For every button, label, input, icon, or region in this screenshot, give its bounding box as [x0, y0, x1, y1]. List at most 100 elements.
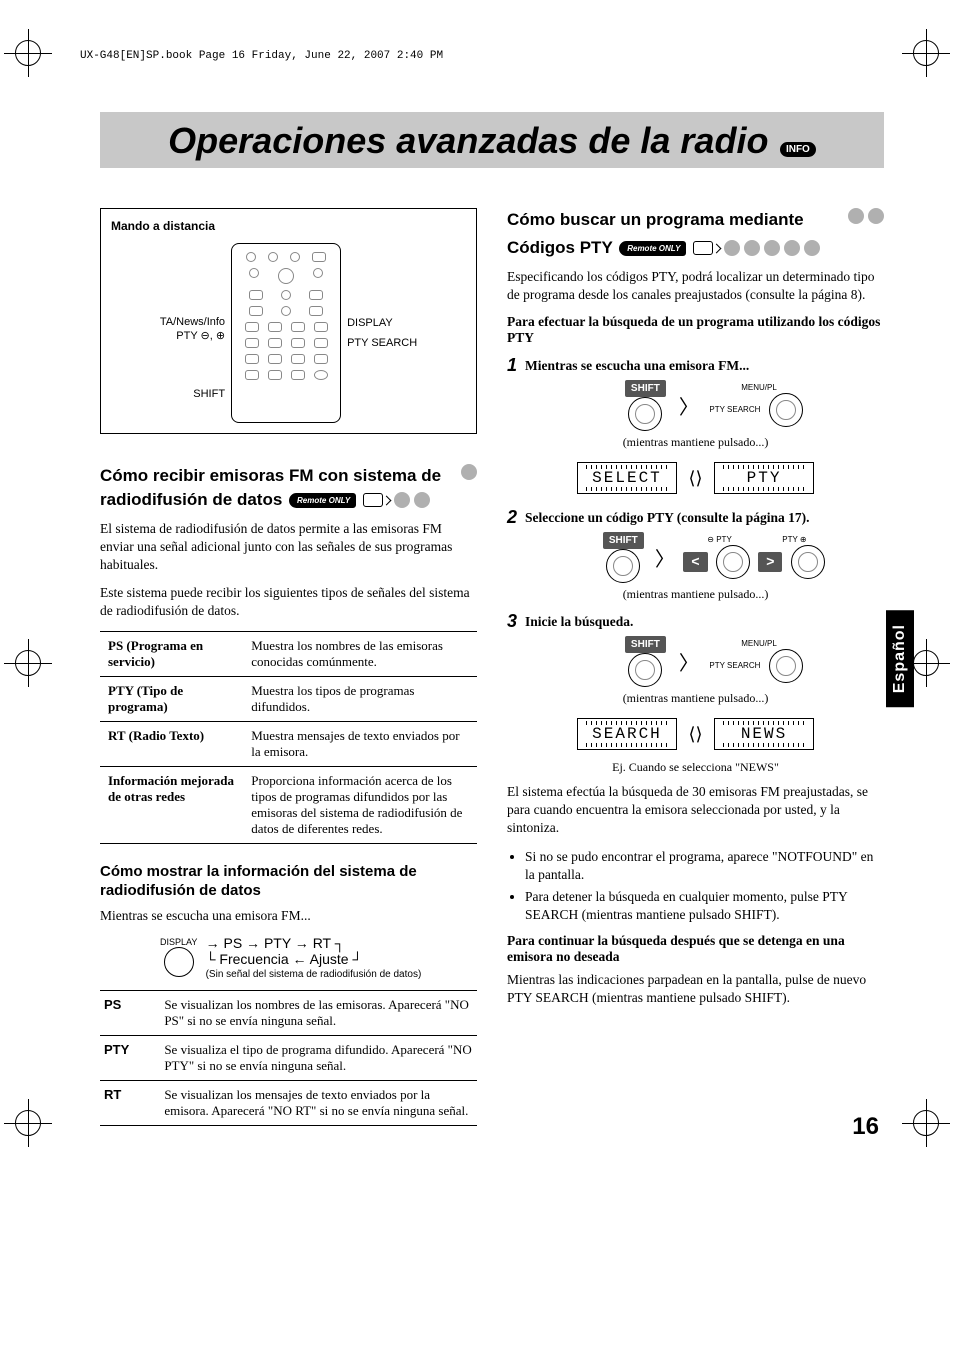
shift-knob-icon: [606, 549, 640, 583]
remote-label-display: DISPLAY: [347, 316, 417, 330]
menu-pl-label: MENU/PL: [741, 639, 777, 648]
right-column: Cómo buscar un programa mediante Códigos…: [507, 208, 884, 1126]
step2-diagram: SHIFT 〉 ⊖ PTY < PTY ⊕ >: [547, 532, 884, 583]
remote-box-title: Mando a distancia: [111, 219, 466, 233]
menu-pl-label: MENU/PL: [741, 383, 777, 392]
table-desc: Muestra los tipos de programas difundido…: [243, 676, 477, 721]
table-desc: Muestra mensajes de texto enviados por l…: [243, 721, 477, 766]
mode-desc: Se visualiza el tipo de programa difundi…: [160, 1035, 477, 1080]
step-2: 2 Seleccione un código PTY (consulte la …: [507, 508, 884, 526]
table-term: Información mejorada de otras redes: [100, 766, 243, 843]
table-row: RT Se visualizan los mensajes de texto e…: [100, 1080, 477, 1125]
pty-minus-label: ⊖ PTY: [707, 536, 731, 545]
dot-icon: [784, 240, 800, 256]
mode-desc: Se visualizan los nombres de las emisora…: [160, 990, 477, 1035]
list-item: Si no se pudo encontrar el programa, apa…: [525, 848, 884, 884]
lcd-search: SEARCH: [577, 718, 677, 750]
section1-subintro: Mientras se escucha una emisora FM...: [100, 907, 477, 925]
page-title: Operaciones avanzadas de la radio: [168, 120, 768, 162]
mode-code: PS: [100, 990, 160, 1035]
pty-search-knob-icon: [769, 649, 803, 683]
dot-icon: [724, 240, 740, 256]
mode-desc: Se visualizan los mensajes de texto envi…: [160, 1080, 477, 1125]
section2-heading-line1: Cómo buscar un programa mediante: [507, 210, 804, 229]
shift-knob-icon: [628, 397, 662, 431]
language-tab: Español: [886, 610, 914, 707]
lcd-news: NEWS: [714, 718, 814, 750]
shift-knob-icon: [628, 653, 662, 687]
lcd-arrow-icon: ⟨⟩: [688, 724, 702, 745]
section1-heading: Cómo recibir emisoras FM con sistema de …: [100, 464, 477, 512]
remote-label-ta: TA/News/Info: [160, 315, 225, 329]
section2-heading: Cómo buscar un programa mediante Códigos…: [507, 208, 884, 260]
section2-heading-line2: Códigos PTY: [507, 238, 612, 257]
left-column: Mando a distancia TA/News/Info PTY ⊖, ⊕ …: [100, 208, 477, 1126]
remote-left-labels: TA/News/Info PTY ⊖, ⊕ SHIFT: [160, 265, 225, 402]
display-mode-table: PS Se visualizan los nombres de las emis…: [100, 990, 477, 1126]
flow-top: PS → PTY → RT: [223, 935, 330, 951]
section2-para2: El sistema efectúa la búsqueda de 30 emi…: [507, 783, 884, 838]
section2-bold1: Para efectuar la búsqueda de un programa…: [507, 314, 884, 346]
page-title-banner: Operaciones avanzadas de la radio INFO: [100, 112, 884, 168]
hold-note: (mientras mantiene pulsado...): [507, 691, 884, 706]
mode-code: PTY: [100, 1035, 160, 1080]
pty-knob-icon: [716, 545, 750, 579]
remote-only-icon: Remote ONLY: [619, 241, 686, 256]
mode-code: RT: [100, 1080, 160, 1125]
table-row: PS (Programa en servicio) Muestra los no…: [100, 631, 477, 676]
lcd-arrow-icon: ⟨⟩: [688, 468, 702, 489]
flow-note: (Sin señal del sistema de radiodifusión …: [206, 969, 422, 980]
remote-label-shift: SHIFT: [160, 387, 225, 401]
step3-diagram: SHIFT 〉 MENU/PL PTY SEARCH: [547, 636, 884, 687]
section1-heading-text: Cómo recibir emisoras FM con sistema de …: [100, 466, 441, 509]
main-unit-icon: [363, 493, 383, 507]
dot-icon: [804, 240, 820, 256]
section2-para3: Mientras las indicaciones parpadean en l…: [507, 971, 884, 1007]
pty-search-label: PTY SEARCH: [709, 405, 760, 414]
pty-search-knob-icon: [769, 393, 803, 427]
table-term: PS (Programa en servicio): [100, 631, 243, 676]
shift-button-icon: SHIFT: [625, 636, 666, 653]
shift-button-icon: SHIFT: [603, 532, 644, 549]
step-number: 1: [507, 356, 517, 374]
table-row: RT (Radio Texto) Muestra mensajes de tex…: [100, 721, 477, 766]
dot-icon: [868, 208, 884, 224]
dot-icon: [394, 492, 410, 508]
remote-control-box: Mando a distancia TA/News/Info PTY ⊖, ⊕ …: [100, 208, 477, 434]
step-text: Seleccione un código PTY (consulte la pá…: [525, 508, 810, 526]
dot-icon: [461, 464, 477, 480]
pty-plus-label: PTY ⊕: [782, 536, 806, 545]
section2-para1: Especificando los códigos PTY, podrá loc…: [507, 268, 884, 304]
table-row: PTY (Tipo de programa) Muestra los tipos…: [100, 676, 477, 721]
table-term: RT (Radio Texto): [100, 721, 243, 766]
right-arrow-button-icon: >: [758, 552, 782, 571]
flow-bottom: Frecuencia ← Ajuste: [219, 951, 348, 967]
rds-signal-table: PS (Programa en servicio) Muestra los no…: [100, 631, 477, 844]
dot-icon: [414, 492, 430, 508]
lcd3-caption: Ej. Cuando se selecciona "NEWS": [507, 760, 884, 775]
step1-diagram: SHIFT 〉 MENU/PL PTY SEARCH: [547, 380, 884, 431]
step-number: 2: [507, 508, 517, 526]
step3-lcd: SEARCH ⟨⟩ NEWS: [507, 714, 884, 754]
page-number: 16: [852, 1113, 879, 1141]
section1-para1: El sistema de radiodifusión de datos per…: [100, 520, 477, 575]
shift-button-icon: SHIFT: [625, 380, 666, 397]
remote-label-pty: PTY ⊖, ⊕: [160, 329, 225, 343]
lcd-pty: PTY: [714, 462, 814, 494]
table-term: PTY (Tipo de programa): [100, 676, 243, 721]
dot-icon: [744, 240, 760, 256]
list-item: Para detener la búsqueda en cualquier mo…: [525, 888, 884, 924]
remote-label-ptysearch: PTY SEARCH: [347, 336, 417, 350]
table-desc: Muestra los nombres de las emisoras cono…: [243, 631, 477, 676]
remote-right-labels: DISPLAY PTY SEARCH: [347, 316, 417, 351]
display-mode-flow: DISPLAY → PS → PTY → RT ┐ └ Frecuencia ←…: [100, 935, 477, 980]
section2-bold2: Para continuar la búsqueda después que s…: [507, 933, 884, 965]
table-row: PS Se visualizan los nombres de las emis…: [100, 990, 477, 1035]
step1-lcd: SELECT ⟨⟩ PTY: [507, 458, 884, 498]
remote-only-icon: Remote ONLY: [289, 493, 356, 508]
table-desc: Proporciona información acerca de los ti…: [243, 766, 477, 843]
section1-subheading: Cómo mostrar la información del sistema …: [100, 862, 477, 901]
dot-icon: [848, 208, 864, 224]
lcd-select: SELECT: [577, 462, 677, 494]
dot-icon: [764, 240, 780, 256]
